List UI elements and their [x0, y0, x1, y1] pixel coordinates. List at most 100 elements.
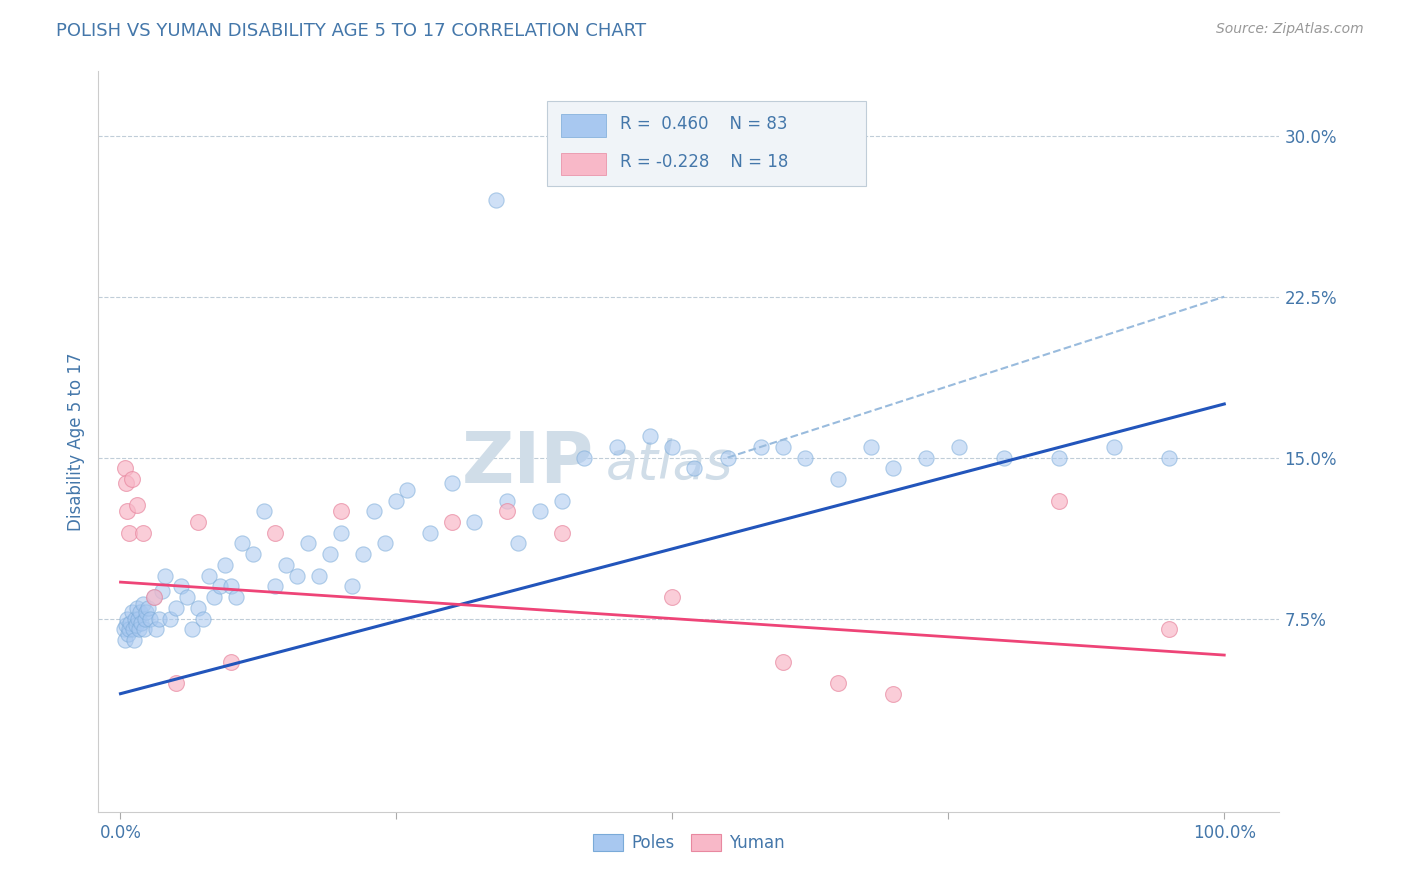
Point — [121, 472, 143, 486]
Point — [152, 583, 174, 598]
Point — [882, 461, 904, 475]
Point — [551, 493, 574, 508]
Point — [127, 611, 149, 625]
Point — [125, 618, 148, 632]
Point — [253, 504, 276, 518]
Point — [683, 461, 706, 475]
Point — [135, 605, 157, 619]
Point — [915, 450, 938, 465]
Point — [1157, 623, 1180, 637]
Point — [115, 476, 138, 491]
FancyBboxPatch shape — [547, 101, 866, 186]
Point — [308, 568, 330, 582]
Point — [118, 623, 141, 637]
Point — [129, 605, 152, 619]
Point — [170, 579, 193, 593]
Point — [187, 515, 209, 529]
Point — [165, 600, 187, 615]
Point — [225, 590, 247, 604]
Text: R = -0.228    N = 18: R = -0.228 N = 18 — [620, 153, 789, 171]
Point — [114, 633, 136, 648]
Point — [132, 623, 155, 637]
Point — [772, 655, 794, 669]
Point — [793, 450, 815, 465]
Point — [219, 655, 242, 669]
Point — [374, 536, 396, 550]
Point — [264, 525, 287, 540]
Point — [115, 618, 138, 632]
Point — [827, 676, 849, 690]
Point — [640, 429, 662, 443]
Point — [142, 590, 165, 604]
Point — [440, 515, 463, 529]
Point — [860, 440, 883, 454]
Point — [274, 558, 297, 572]
Point — [572, 450, 595, 465]
Point — [419, 525, 441, 540]
Text: R =  0.460    N = 83: R = 0.460 N = 83 — [620, 115, 787, 133]
Point — [385, 493, 408, 508]
Point — [115, 504, 138, 518]
Point — [319, 547, 342, 561]
Text: Source: ZipAtlas.com: Source: ZipAtlas.com — [1216, 22, 1364, 37]
Point — [187, 600, 209, 615]
Point — [661, 590, 683, 604]
Point — [606, 440, 628, 454]
Point — [131, 615, 153, 630]
Point — [440, 476, 463, 491]
Point — [396, 483, 419, 497]
Point — [242, 547, 264, 561]
Point — [176, 590, 198, 604]
Legend: Poles, Yuman: Poles, Yuman — [586, 828, 792, 859]
Point — [112, 623, 135, 637]
Point — [231, 536, 253, 550]
Bar — [561, 114, 606, 136]
Point — [118, 525, 141, 540]
Point — [219, 579, 242, 593]
Point — [661, 440, 683, 454]
Point — [485, 193, 508, 207]
Point — [529, 504, 551, 518]
Point — [165, 676, 187, 690]
Point — [153, 568, 176, 582]
Point — [117, 626, 139, 640]
Point — [363, 504, 385, 518]
Point — [882, 687, 904, 701]
Point — [181, 623, 204, 637]
Point — [124, 611, 146, 625]
Point — [495, 493, 517, 508]
Point — [506, 536, 529, 550]
Point — [121, 605, 143, 619]
Point — [1157, 450, 1180, 465]
Point — [198, 568, 221, 582]
Point — [749, 440, 772, 454]
Point — [716, 450, 738, 465]
Point — [342, 579, 364, 593]
Point — [121, 623, 143, 637]
Point — [551, 525, 574, 540]
Point — [827, 472, 849, 486]
Point — [131, 597, 153, 611]
Point — [1102, 440, 1125, 454]
Point — [148, 611, 170, 625]
Point — [772, 440, 794, 454]
Point — [297, 536, 319, 550]
Point — [136, 600, 159, 615]
Point — [463, 515, 485, 529]
Point — [264, 579, 287, 593]
Point — [285, 568, 308, 582]
Point — [330, 504, 353, 518]
Point — [145, 623, 167, 637]
Point — [330, 525, 353, 540]
Point — [993, 450, 1015, 465]
Point — [125, 600, 148, 615]
Point — [214, 558, 236, 572]
Point — [352, 547, 374, 561]
Point — [139, 611, 162, 625]
Point — [1047, 493, 1070, 508]
Text: ZIP: ZIP — [463, 429, 595, 499]
Point — [122, 633, 145, 648]
Text: atlas: atlas — [606, 438, 734, 490]
Point — [495, 504, 517, 518]
Point — [131, 525, 153, 540]
